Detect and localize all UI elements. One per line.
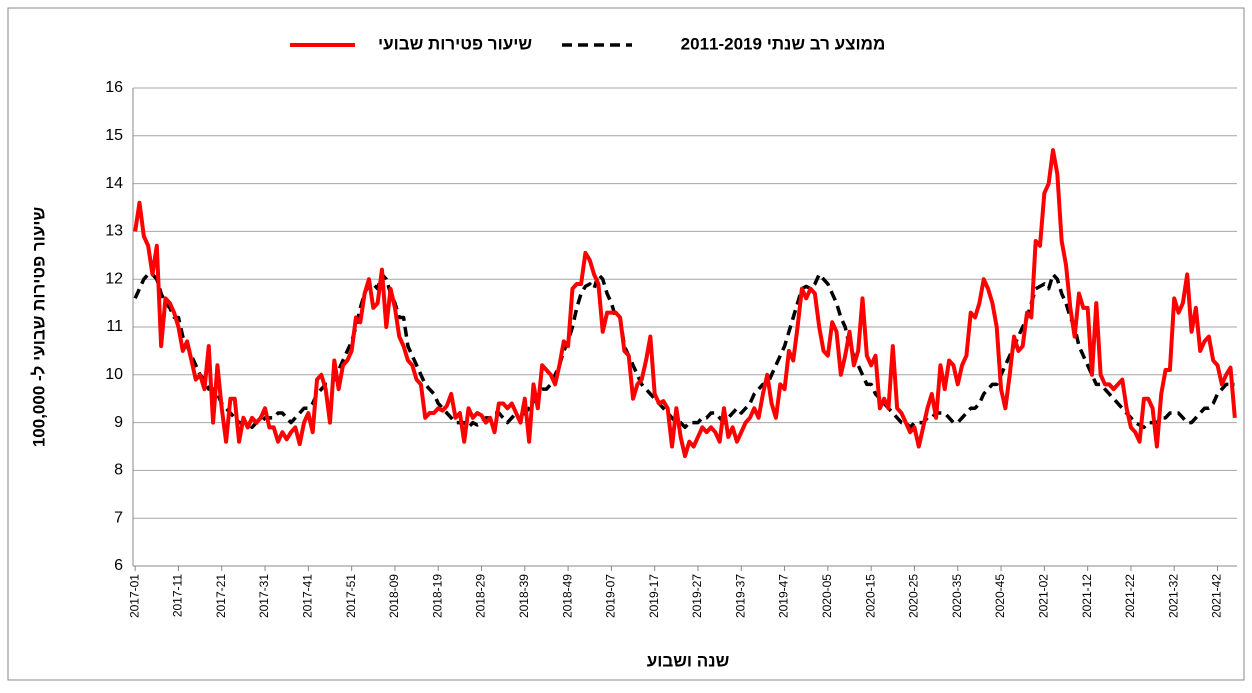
line-series [133,272,1235,430]
y-tick-label: 11 [106,318,123,335]
x-tick-label: 2020-45 [993,574,1007,618]
x-tick-label: 2017-11 [171,574,185,617]
x-tick-label: 2017-51 [344,574,358,618]
x-tick-label: 2020-15 [863,574,877,618]
x-tick-label: 2019-07 [604,574,618,618]
x-tick-label: 2021-22 [1123,574,1137,618]
line-series [133,148,1237,459]
x-tick-label: 2018-29 [474,574,488,618]
x-tick-label: 2018-09 [387,574,401,618]
x-tick-label: 2017-21 [214,574,228,618]
x-tick-label: 2018-49 [560,574,574,618]
x-tick-label: 2021-02 [1037,574,1051,618]
x-tick-label: 2021-42 [1210,574,1224,618]
x-tick-label: 2019-17 [647,574,661,618]
y-tick-label: 15 [105,127,123,144]
x-tick-label: 2018-19 [430,574,444,618]
legend-label: ממוצע רב שנתי 2011-2019 [681,34,886,53]
x-axis-label: שנה ושבוע [647,651,730,670]
x-tick-label: 2017-41 [301,574,315,618]
y-tick-label: 13 [105,223,123,240]
y-tick-label: 9 [114,414,123,431]
x-tick-label: 2019-27 [690,574,704,618]
x-tick-label: 2019-47 [777,574,791,618]
x-tick-label: 2017-01 [127,574,141,618]
legend-label: שיעור פטירות שבועי [378,34,532,53]
y-tick-label: 10 [105,366,123,383]
x-tick-label: 2021-32 [1166,574,1180,618]
x-tick-label: 2018-39 [517,574,531,618]
y-tick-label: 12 [105,270,123,287]
x-tick-label: 2019-37 [733,574,747,618]
x-tick-label: 2020-05 [820,574,834,618]
y-axis-label: שיעור פטירות שבועי ל- 100,000 [29,207,48,448]
chart-frame [7,7,1245,681]
y-tick-label: 8 [114,462,123,479]
x-tick-label: 2017-31 [257,574,271,618]
y-tick-label: 16 [105,79,123,96]
y-tick-label: 14 [105,175,123,192]
x-tick-label: 2020-25 [907,574,921,618]
x-tick-label: 2021-12 [1080,574,1094,618]
x-tick-label: 2020-35 [950,574,964,618]
y-tick-label: 7 [114,509,123,526]
y-tick-label: 6 [114,557,123,574]
